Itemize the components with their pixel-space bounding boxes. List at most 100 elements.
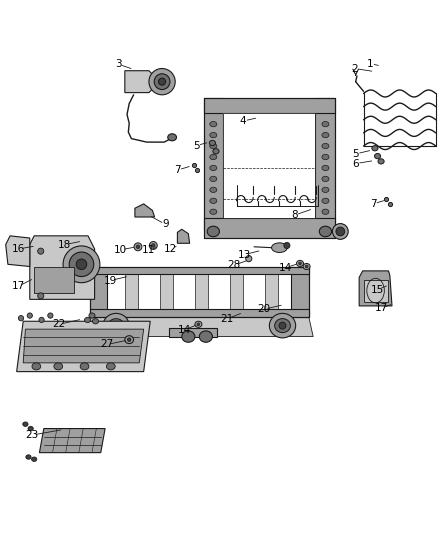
Text: 9: 9 (162, 220, 169, 229)
Text: 2: 2 (351, 63, 358, 74)
Ellipse shape (322, 143, 329, 149)
Ellipse shape (322, 187, 329, 192)
Ellipse shape (63, 246, 100, 282)
Polygon shape (125, 71, 153, 93)
Bar (34, 266, 74, 293)
Ellipse shape (106, 363, 115, 370)
Ellipse shape (275, 319, 290, 333)
Ellipse shape (182, 331, 195, 342)
Ellipse shape (134, 243, 142, 251)
Ellipse shape (210, 198, 217, 204)
Ellipse shape (113, 322, 120, 329)
Bar (364, 280, 388, 302)
Ellipse shape (28, 426, 33, 431)
Text: 14: 14 (178, 325, 191, 335)
Ellipse shape (272, 243, 287, 253)
Polygon shape (265, 266, 278, 317)
Ellipse shape (322, 209, 329, 214)
Ellipse shape (38, 293, 44, 299)
Polygon shape (195, 266, 208, 317)
Ellipse shape (92, 319, 99, 324)
Text: 17: 17 (374, 303, 388, 313)
Text: 20: 20 (257, 304, 270, 314)
Text: 10: 10 (114, 245, 127, 255)
Ellipse shape (89, 313, 95, 318)
Bar (223, 113, 315, 219)
Polygon shape (6, 236, 30, 266)
Ellipse shape (246, 255, 252, 262)
Ellipse shape (136, 245, 140, 248)
Polygon shape (359, 271, 392, 306)
Ellipse shape (210, 165, 217, 171)
Ellipse shape (76, 259, 87, 270)
Ellipse shape (159, 78, 166, 85)
Ellipse shape (284, 243, 290, 248)
Text: 1: 1 (367, 59, 374, 69)
Text: 11: 11 (142, 245, 155, 255)
Ellipse shape (32, 457, 37, 462)
Ellipse shape (210, 133, 217, 138)
Text: 12: 12 (164, 244, 177, 254)
Ellipse shape (322, 122, 329, 127)
Ellipse shape (374, 154, 381, 159)
Polygon shape (230, 266, 243, 317)
Text: 8: 8 (291, 210, 298, 220)
Ellipse shape (319, 226, 332, 237)
Ellipse shape (207, 226, 219, 237)
Polygon shape (169, 328, 217, 336)
Polygon shape (135, 204, 155, 217)
Ellipse shape (54, 363, 63, 370)
Ellipse shape (322, 198, 329, 204)
Ellipse shape (297, 260, 304, 266)
Ellipse shape (322, 133, 329, 138)
Ellipse shape (213, 149, 219, 154)
Ellipse shape (32, 363, 41, 370)
Ellipse shape (336, 227, 345, 236)
Text: 19: 19 (104, 276, 117, 286)
Ellipse shape (269, 313, 296, 338)
Ellipse shape (149, 69, 175, 95)
Text: 13: 13 (238, 249, 251, 260)
Ellipse shape (210, 155, 217, 159)
Polygon shape (125, 266, 138, 317)
Ellipse shape (372, 146, 378, 151)
Polygon shape (30, 236, 95, 300)
Ellipse shape (127, 338, 131, 342)
Ellipse shape (149, 241, 157, 249)
Ellipse shape (332, 223, 348, 239)
Text: 21: 21 (220, 314, 233, 324)
Ellipse shape (210, 143, 217, 149)
Ellipse shape (27, 313, 32, 318)
Ellipse shape (154, 74, 170, 90)
Text: 27: 27 (101, 340, 114, 350)
Ellipse shape (209, 140, 215, 146)
Ellipse shape (69, 252, 94, 277)
Polygon shape (90, 309, 309, 317)
Ellipse shape (279, 322, 286, 329)
Ellipse shape (39, 317, 44, 322)
Text: 4: 4 (240, 116, 247, 126)
Polygon shape (204, 219, 335, 238)
Text: 16: 16 (12, 244, 25, 254)
Ellipse shape (305, 265, 308, 268)
Polygon shape (291, 266, 309, 317)
Text: 28: 28 (228, 260, 241, 270)
Text: 18: 18 (58, 240, 71, 249)
Polygon shape (39, 429, 105, 453)
Bar (90, 266, 309, 317)
Text: 5: 5 (352, 149, 359, 159)
Ellipse shape (38, 248, 44, 254)
Text: 15: 15 (371, 285, 384, 295)
Ellipse shape (322, 155, 329, 159)
Text: 14: 14 (279, 263, 292, 273)
Text: 7: 7 (174, 165, 181, 175)
Ellipse shape (210, 187, 217, 192)
Ellipse shape (108, 319, 124, 333)
Polygon shape (90, 266, 309, 274)
Polygon shape (204, 98, 223, 229)
Ellipse shape (125, 336, 134, 344)
Text: 22: 22 (53, 319, 66, 329)
Ellipse shape (197, 323, 200, 326)
Ellipse shape (210, 176, 217, 182)
Text: 6: 6 (352, 159, 359, 168)
